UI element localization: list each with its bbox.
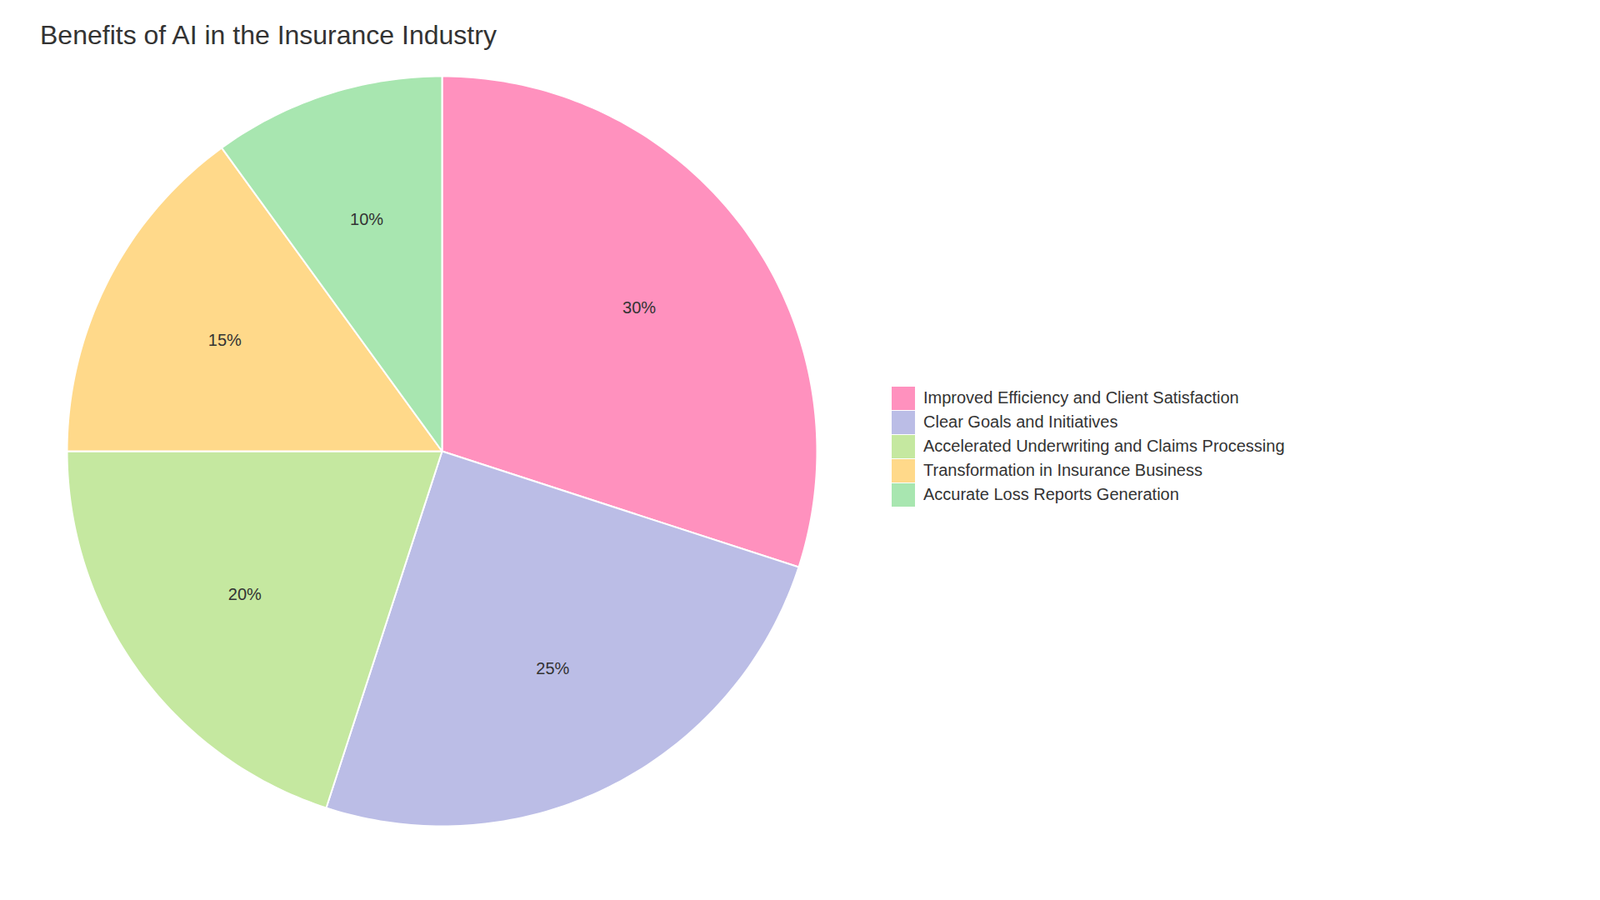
html-text:Improved Efficiency and Client: Improved Efficiency and Client Satisfact… [923,388,1239,407]
svg-text:30%: 30% [622,298,656,317]
svg-text:15%: 15% [208,330,242,350]
html-text:Clear Goals and Initiatives: Clear Goals and Initiatives [923,412,1118,431]
svg-text:20%: 20% [228,585,262,604]
svg-text:25%: 25% [535,659,570,678]
html-text:Benefits of AI in the Insuranc: Benefits of AI in the Insurance Industry [40,20,497,50]
html-text:Accurate Loss Reports Generati: Accurate Loss Reports Generation [923,485,1179,504]
html-text:Accelerated Underwriting and C: Accelerated Underwriting and Claims Proc… [923,436,1285,455]
svg-text:10%: 10% [350,210,384,229]
html-text:Transformation in Insurance Bu: Transformation in Insurance Business [923,460,1203,480]
